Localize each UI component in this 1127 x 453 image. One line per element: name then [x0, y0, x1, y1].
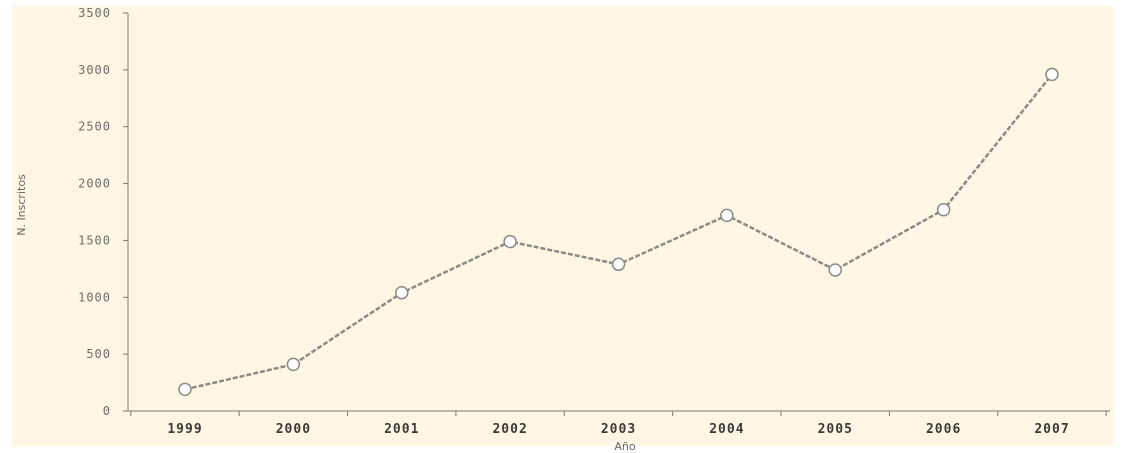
data-point — [395, 285, 409, 300]
x-tick-label: 2007 — [1034, 422, 1069, 437]
data-point — [1045, 67, 1059, 82]
x-tick-label: 2001 — [384, 422, 419, 437]
y-tick-label: 2000 — [78, 177, 111, 191]
data-point — [503, 234, 517, 249]
y-axis-title: N. Inscritos — [15, 174, 28, 236]
data-point — [828, 263, 842, 277]
data-point — [720, 208, 734, 223]
plot-area — [12, 6, 1114, 446]
x-axis-title: Año — [614, 440, 635, 453]
axes — [127, 13, 1110, 412]
y-tick-label: 1500 — [78, 233, 111, 247]
data-point — [286, 357, 301, 372]
data-point — [611, 257, 626, 272]
y-axis-ticks: 0 500 1000 1500 2000 2500 3000 3500 — [78, 6, 128, 418]
y-tick-label: 0 — [103, 404, 111, 418]
y-tick-label: 3500 — [78, 6, 111, 20]
x-tick-label: 1999 — [167, 422, 202, 437]
y-tick-label: 3000 — [78, 63, 111, 77]
y-tick-label: 1000 — [78, 290, 111, 304]
x-tick-label: 2003 — [601, 422, 636, 437]
data-point — [178, 382, 192, 397]
y-tick-label: 2500 — [78, 120, 111, 134]
x-tick-label: 2004 — [709, 422, 744, 437]
data-point — [936, 202, 951, 217]
x-tick-label: 2006 — [926, 422, 961, 437]
y-tick-label: 500 — [86, 347, 111, 361]
x-tick-label: 2000 — [276, 422, 311, 437]
x-tick-label: 2002 — [492, 422, 527, 437]
series-markers — [178, 67, 1059, 397]
x-axis-ticks: 1999 2000 2001 2002 2003 2004 2005 2006 2007 — [130, 411, 1107, 437]
x-tick-label: 2005 — [818, 422, 853, 437]
